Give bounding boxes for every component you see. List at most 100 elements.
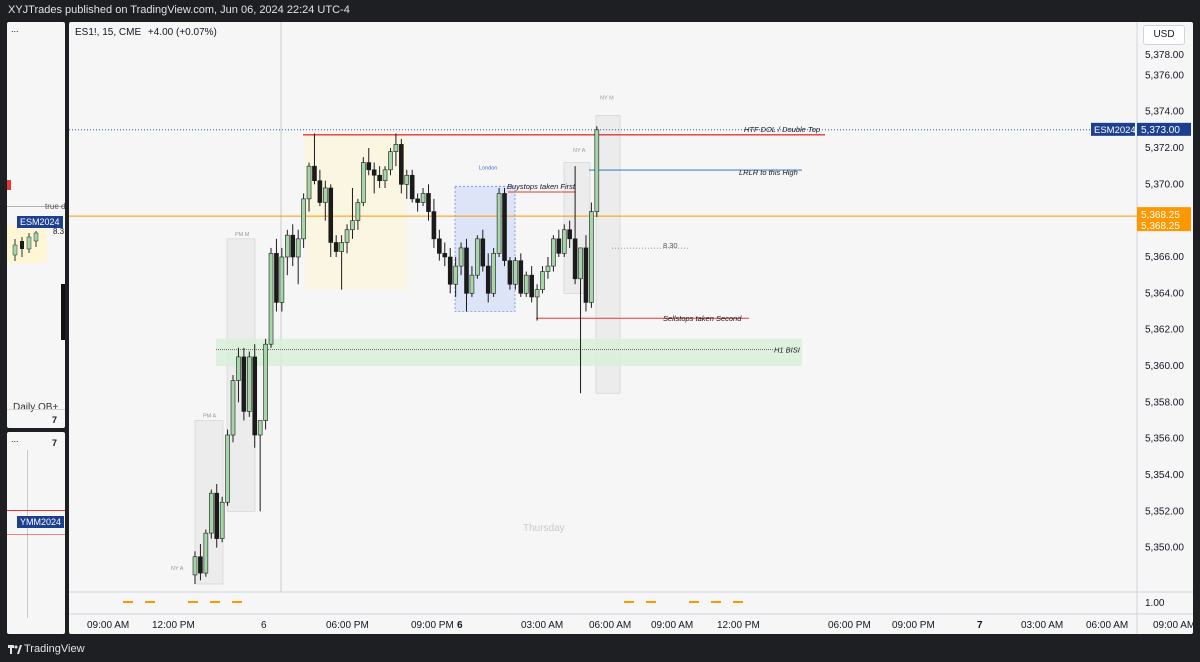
symbol-name: ES1!, 15, CME <box>75 27 142 38</box>
mini-value: 8.3 <box>53 227 65 236</box>
candle-body <box>447 256 453 285</box>
candle-body <box>192 556 198 576</box>
panel-menu-icon[interactable]: ... <box>11 434 19 444</box>
candle-body <box>333 242 339 252</box>
time-tick-label: 12:00 PM <box>152 620 195 631</box>
left-mini-chart-top[interactable]: ... true d ESM2024 8.3 Daily OB+ 7 <box>7 22 65 428</box>
candle-body <box>561 229 567 254</box>
price-tick-label: 5,374.00 <box>1145 107 1184 118</box>
main-chart-panel[interactable]: 5,350.00 5,352.00 5,354.00 5,356.00 5,358.00… <box>69 22 1193 634</box>
brand-text: TradingView <box>24 643 85 655</box>
candle-body <box>496 193 502 254</box>
panel-menu-icon[interactable]: ... <box>11 24 19 34</box>
candle-body <box>230 380 236 436</box>
price-tick-label: 5,362.00 <box>1145 325 1184 336</box>
candle-body <box>399 144 404 185</box>
red-level-mark <box>7 180 11 190</box>
candle-body <box>290 234 296 258</box>
candle-body <box>317 180 323 203</box>
candle-body <box>491 253 496 294</box>
candle-body <box>458 247 464 267</box>
time-tick-label: 06:00 PM <box>326 620 369 631</box>
candle-body <box>306 165 312 200</box>
candle-body <box>518 260 524 294</box>
true-daily-label: true d <box>45 202 65 211</box>
candle-body <box>442 253 448 258</box>
symbol-change: +4.00 (+0.07%) <box>147 27 217 38</box>
top-bar: XYJTrades published on TradingView.com, … <box>0 0 1200 22</box>
time-tick-label: 09:00 PM <box>411 620 454 631</box>
price-tick-label: 5,370.00 <box>1145 179 1184 190</box>
candle-body <box>464 247 469 294</box>
publisher-line: XYJTrades published on TradingView.com, … <box>8 4 350 16</box>
session-label: NY A <box>573 148 586 154</box>
candle-body <box>572 238 578 280</box>
candle-body <box>415 198 420 203</box>
candle-body <box>279 256 285 303</box>
esm2024-badge: ESM2024 <box>17 216 63 228</box>
candle-body <box>534 289 540 298</box>
red-line <box>7 510 65 511</box>
killzone-dash <box>689 601 699 603</box>
time-tick-label: 6 <box>457 620 463 631</box>
candle-body <box>578 247 583 280</box>
candle-body <box>431 211 437 240</box>
currency-button[interactable]: USD <box>1143 25 1185 45</box>
candle-body <box>426 193 431 212</box>
time-tick-label: 6 <box>261 620 267 631</box>
current-price-badge <box>1137 122 1191 136</box>
candle-body <box>339 242 344 252</box>
price-tick-label: 5,372.00 <box>1145 143 1184 154</box>
annotation-sellstops: Sellstops taken Second <box>663 314 742 323</box>
time-tick-label: 06:00 AM <box>589 620 631 631</box>
price-tick-label: 5,360.00 <box>1145 361 1184 372</box>
candle-body <box>301 198 306 240</box>
candle-body <box>388 151 393 171</box>
left-mini-chart-bottom[interactable]: ... YMM2024 7 <box>7 432 65 634</box>
price-tick-label: 5,358.00 <box>1145 397 1184 408</box>
candle-body <box>361 162 366 203</box>
price-tick-label: 5,354.00 <box>1145 470 1184 481</box>
candle-body <box>366 162 372 171</box>
day-count: 7 <box>52 438 58 448</box>
session-label: PM A <box>203 414 216 420</box>
candle-body <box>236 356 241 381</box>
annotation-lrlr: LRLR to this High <box>739 168 798 177</box>
candlestick-chart[interactable]: 5,350.00 5,352.00 5,354.00 5,356.00 5,358.00… <box>69 22 1193 634</box>
time-tick-label: 7 <box>977 620 983 631</box>
current-price-value: 5,373.00 <box>1141 125 1180 136</box>
candle-body <box>409 174 415 200</box>
tradingview-brand: TradingView <box>8 643 85 655</box>
candle-body <box>350 220 355 231</box>
candle-body <box>453 265 458 285</box>
time-tick-label: 03:00 AM <box>521 620 563 631</box>
candle-body <box>583 247 589 303</box>
session-label: PM M <box>235 232 250 238</box>
candle-body <box>545 265 551 272</box>
indicator-value: 1.00 <box>1145 598 1165 609</box>
price-tick-label: 5,378.00 <box>1145 50 1184 61</box>
candle-body <box>295 238 301 258</box>
orange-price-value: 5,368.25 <box>1141 210 1180 221</box>
candle-body <box>437 238 442 254</box>
candle-body <box>328 187 334 243</box>
killzone-dash <box>123 601 133 603</box>
candle-body <box>274 253 279 303</box>
candle-body <box>208 492 214 534</box>
candle-body <box>198 556 203 574</box>
level-line <box>7 206 65 207</box>
price-tick-label: 5,356.00 <box>1145 434 1184 445</box>
session-label: NY M <box>600 96 614 102</box>
candle-body <box>241 356 247 412</box>
killzone-dash <box>145 601 155 603</box>
candle-body <box>404 174 410 185</box>
h1-bisi-zone <box>216 338 802 366</box>
esm2024-badge <box>1091 122 1135 136</box>
killzone-dash <box>646 601 656 603</box>
time-tick-label: 12:00 PM <box>717 620 760 631</box>
candle-body <box>502 193 507 261</box>
annotation-h1-bisi: H1 BISI <box>774 346 800 355</box>
candle-body <box>285 234 290 258</box>
candle-body <box>480 238 486 267</box>
time-tick-label: 06:00 AM <box>1086 620 1128 631</box>
